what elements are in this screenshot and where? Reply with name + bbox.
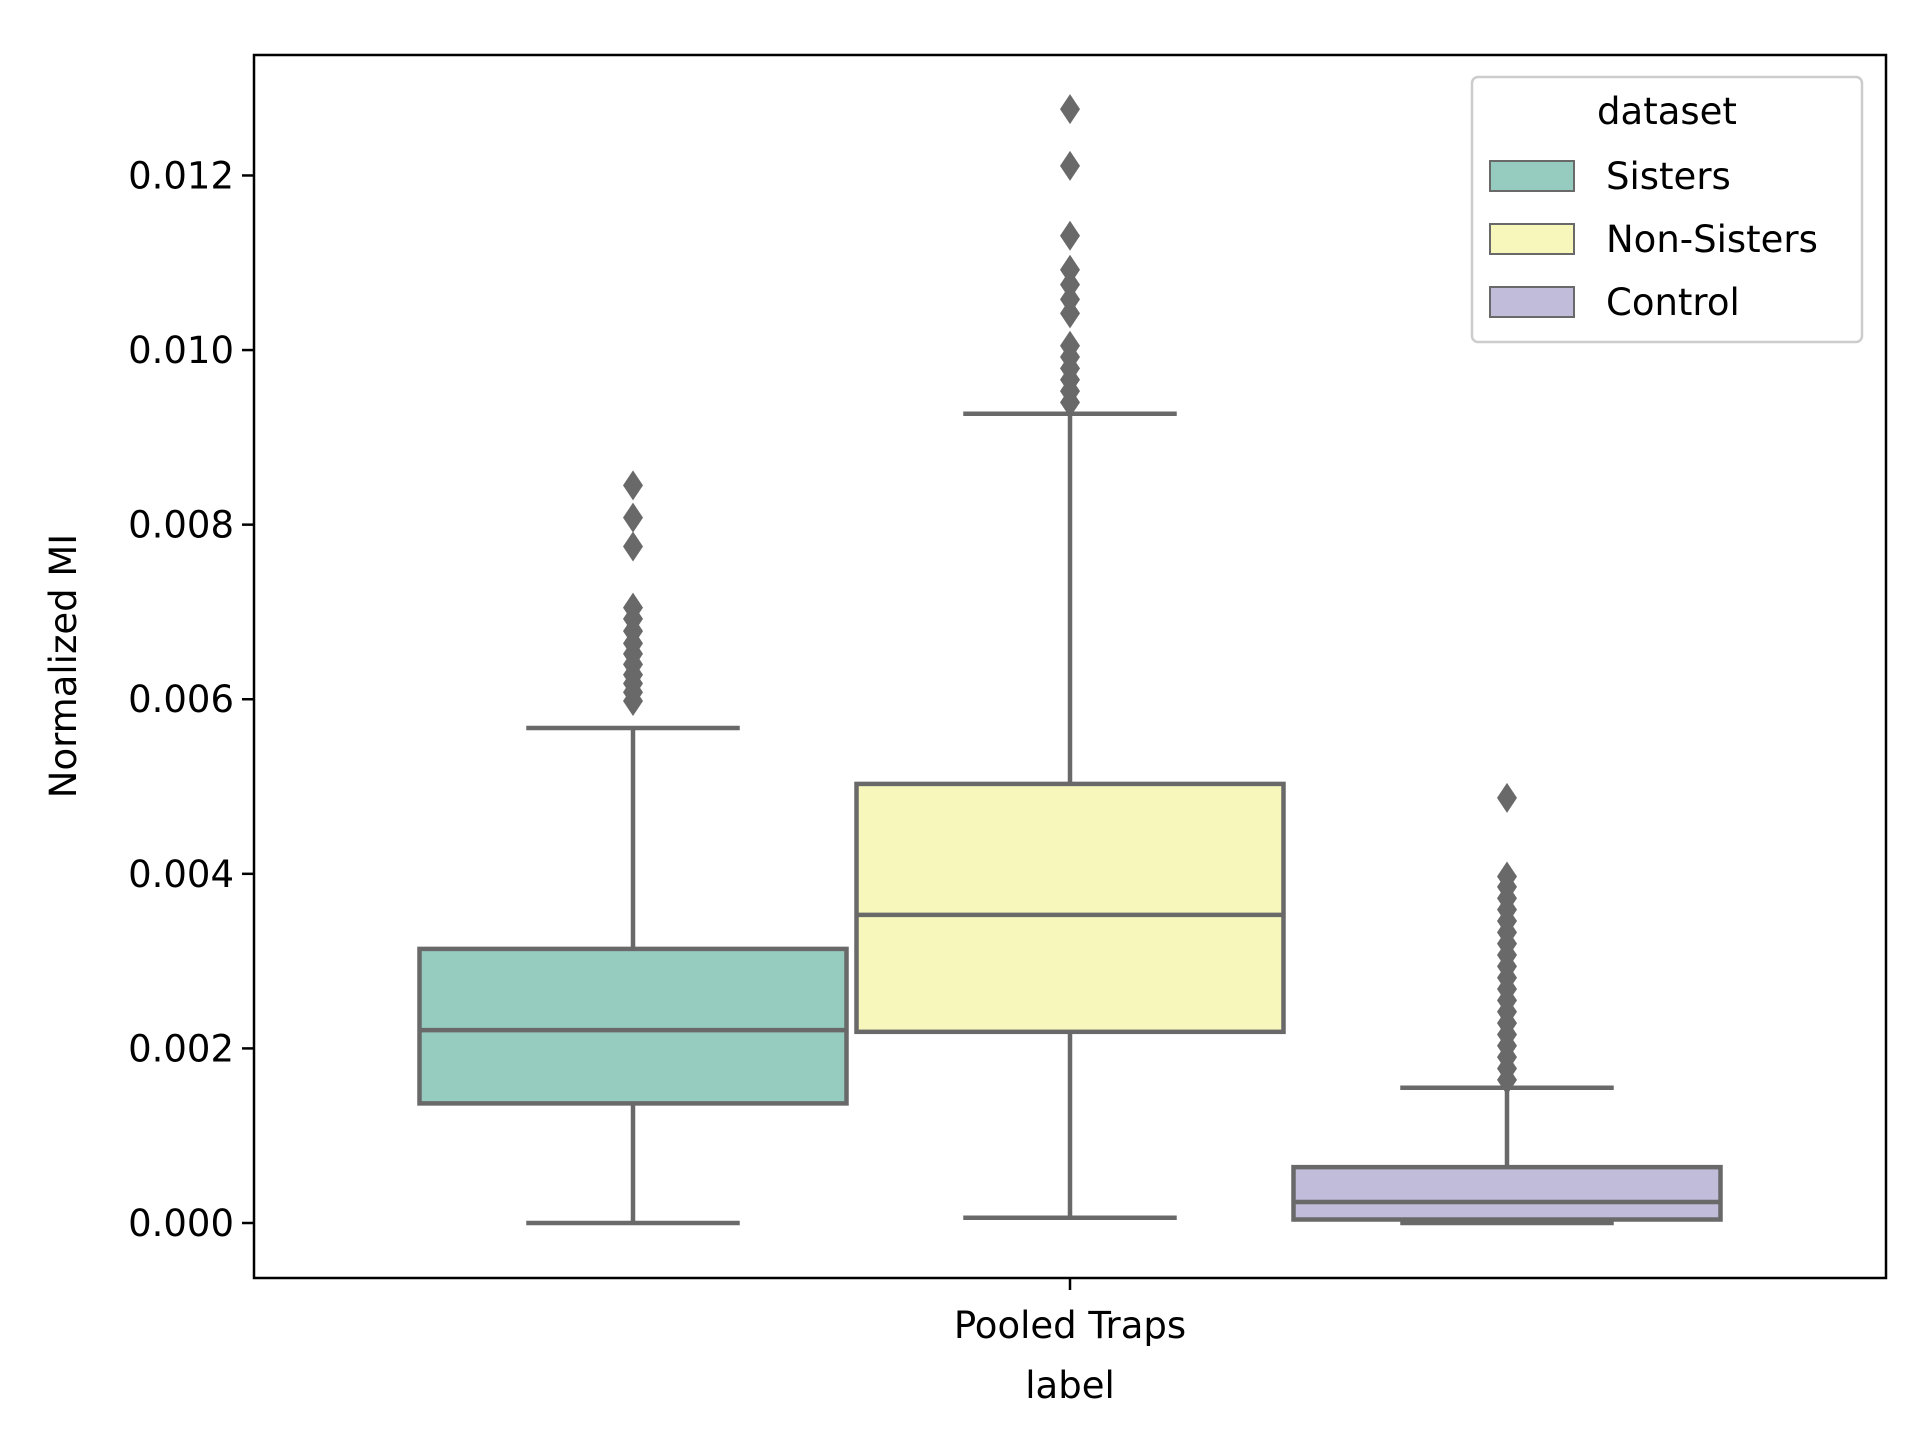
x-axis-label: label: [1025, 1364, 1114, 1407]
outlier-point: [1497, 1064, 1517, 1095]
box-non-sisters: [854, 94, 1286, 1221]
legend-label: Control: [1606, 281, 1740, 324]
outlier-point: [623, 470, 643, 501]
y-tick-label: 0.002: [128, 1027, 234, 1070]
outlier-point: [1060, 220, 1080, 251]
legend-title: dataset: [1597, 90, 1737, 133]
legend-item: Non-Sisters: [1489, 218, 1818, 261]
legend: dataset Sisters Non-Sisters Control: [1470, 75, 1864, 344]
legend-item: Sisters: [1489, 155, 1731, 198]
y-tick-label: 0.004: [128, 853, 234, 896]
legend-frame: [1470, 75, 1864, 344]
legend-swatch: [1489, 223, 1575, 255]
box-sisters: [417, 470, 849, 1226]
outlier-point: [623, 531, 643, 562]
iqr-box: [854, 781, 1286, 1035]
outlier-point: [1060, 150, 1080, 181]
y-tick-label: 0.006: [128, 678, 234, 721]
x-axis: Pooled Traps: [954, 1278, 1186, 1347]
x-tick-label: Pooled Traps: [954, 1304, 1186, 1347]
legend-swatch: [1489, 160, 1575, 192]
iqr-box: [1291, 1164, 1723, 1222]
y-axis-label: Normalized MI: [42, 534, 85, 798]
legend-swatch: [1489, 286, 1575, 318]
outlier-point: [1497, 782, 1517, 813]
outlier-point: [623, 685, 643, 716]
box-control: [1291, 782, 1723, 1226]
outlier-point: [1060, 298, 1080, 329]
legend-label: Non-Sisters: [1606, 218, 1818, 261]
y-tick-label: 0.010: [128, 329, 234, 372]
outlier-point: [1060, 94, 1080, 125]
legend-item: Control: [1489, 281, 1740, 324]
legend-label: Sisters: [1606, 155, 1731, 198]
plot-series: [417, 94, 1723, 1226]
y-tick-label: 0.000: [128, 1202, 234, 1245]
y-axis: 0.000 0.002 0.004 0.006 0.008 0.010 0.012: [128, 154, 254, 1245]
y-tick-label: 0.012: [128, 154, 234, 197]
y-tick-label: 0.008: [128, 504, 234, 547]
iqr-box: [417, 946, 849, 1106]
outlier-point: [623, 502, 643, 533]
outlier-point: [1060, 387, 1080, 418]
